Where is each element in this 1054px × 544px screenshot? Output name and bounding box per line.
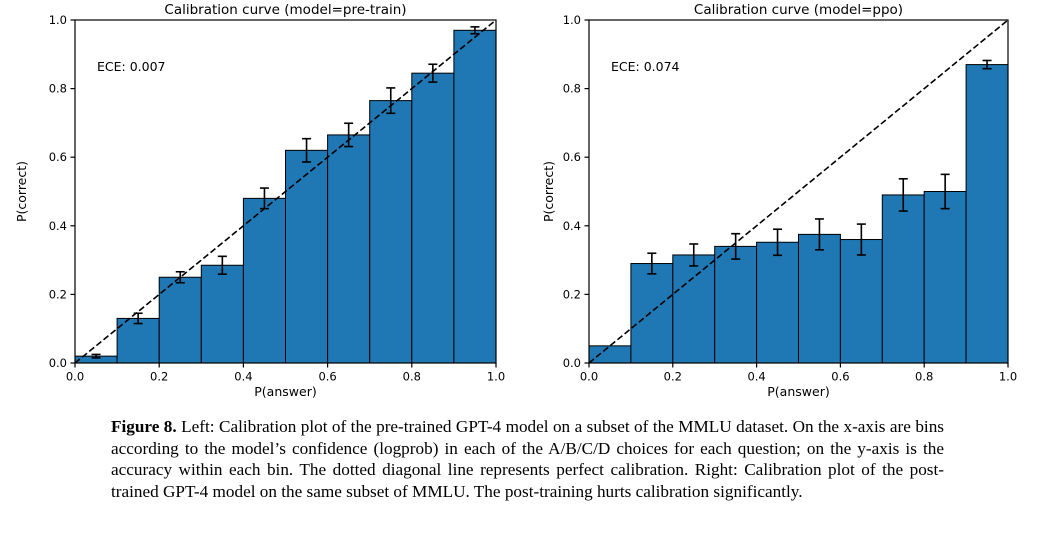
x-tick-label: 0.8 (403, 370, 421, 384)
histogram-bar (453, 29, 497, 364)
chart-title: Calibration curve (model=pre-train) (164, 2, 406, 18)
histogram-bar (881, 194, 925, 364)
histogram-bar (756, 241, 800, 364)
histogram-bar (630, 263, 674, 364)
x-tick-label: 0.0 (66, 370, 84, 384)
y-tick-label: 0.8 (563, 82, 581, 96)
x-tick-label: 0.4 (747, 370, 765, 384)
ece-annotation: ECE: 0.007 (97, 59, 166, 74)
diagonal-reference-line (588, 19, 1009, 364)
x-tick-label: 0.8 (915, 370, 933, 384)
axes-box (588, 19, 1009, 364)
x-tick-label: 0.2 (150, 370, 168, 384)
y-tick-label: 0.8 (49, 82, 67, 96)
figure-caption: Figure 8. Left: Calibration plot of the … (111, 416, 944, 502)
chart-title: Calibration curve (model=ppo) (694, 2, 903, 18)
x-axis-label: P(answer) (767, 384, 829, 399)
x-tick-label: 0.0 (580, 370, 598, 384)
histogram-bar (923, 191, 967, 364)
histogram-bar (200, 264, 244, 364)
histogram-bar (116, 317, 160, 364)
y-tick-label: 0.6 (49, 150, 67, 164)
x-axis-label: P(answer) (254, 384, 316, 399)
y-tick-label: 1.0 (49, 13, 67, 27)
tick-marks: 0.0 0.2 0.4 0.6 0.8 1.0 0.0 0.2 0.4 0.6 0.8 1.0 (49, 13, 505, 384)
calibration-chart-pre-train: 0.0 0.2 0.4 0.6 0.8 1.0 0.0 0.2 0.4 0.6 0.8 1.0 Cali… (14, 2, 505, 399)
y-tick-label: 0.6 (563, 150, 581, 164)
y-axis-label: P(correct) (14, 161, 29, 222)
x-tick-label: 0.6 (318, 370, 336, 384)
histogram-bar (327, 134, 371, 364)
error-bars (647, 59, 992, 275)
ece-annotation: ECE: 0.074 (611, 59, 680, 74)
histogram-bar (798, 233, 841, 364)
histogram-bar (588, 345, 632, 364)
axes-box (74, 19, 497, 364)
figure-caption-text: Left: Calibration plot of the pre-traine… (111, 417, 944, 501)
y-tick-label: 0.0 (49, 356, 67, 370)
tick-marks: 0.0 0.2 0.4 0.6 0.8 1.0 0.0 0.2 0.4 0.6 0.8 1.0 (563, 13, 1017, 384)
y-axis-label: P(correct) (541, 161, 556, 222)
diagonal-reference-line (74, 19, 497, 364)
y-tick-label: 0.2 (49, 287, 67, 301)
figure-caption-label: Figure 8. (111, 417, 177, 436)
histogram-bar (411, 72, 455, 364)
y-tick-label: 0.2 (563, 287, 581, 301)
histogram-bar (242, 197, 286, 364)
x-tick-label: 1.0 (999, 370, 1017, 384)
x-tick-label: 1.0 (487, 370, 505, 384)
bars (588, 64, 1009, 364)
histogram-bar (285, 149, 329, 364)
x-tick-label: 0.4 (234, 370, 252, 384)
histogram-bar (672, 254, 716, 364)
histogram-bar (714, 245, 758, 364)
x-tick-label: 0.2 (664, 370, 682, 384)
histogram-bar (965, 64, 1009, 364)
y-tick-label: 1.0 (563, 13, 581, 27)
histogram-bar (839, 239, 883, 364)
calibration-chart-ppo: 0.0 0.2 0.4 0.6 0.8 1.0 0.0 0.2 0.4 0.6 0.8 1.0 Cali… (541, 2, 1017, 399)
y-tick-label: 0.4 (49, 219, 67, 233)
x-tick-label: 0.6 (831, 370, 849, 384)
histogram-bar (369, 100, 413, 364)
y-tick-label: 0.0 (563, 356, 581, 370)
y-tick-label: 0.4 (563, 219, 581, 233)
